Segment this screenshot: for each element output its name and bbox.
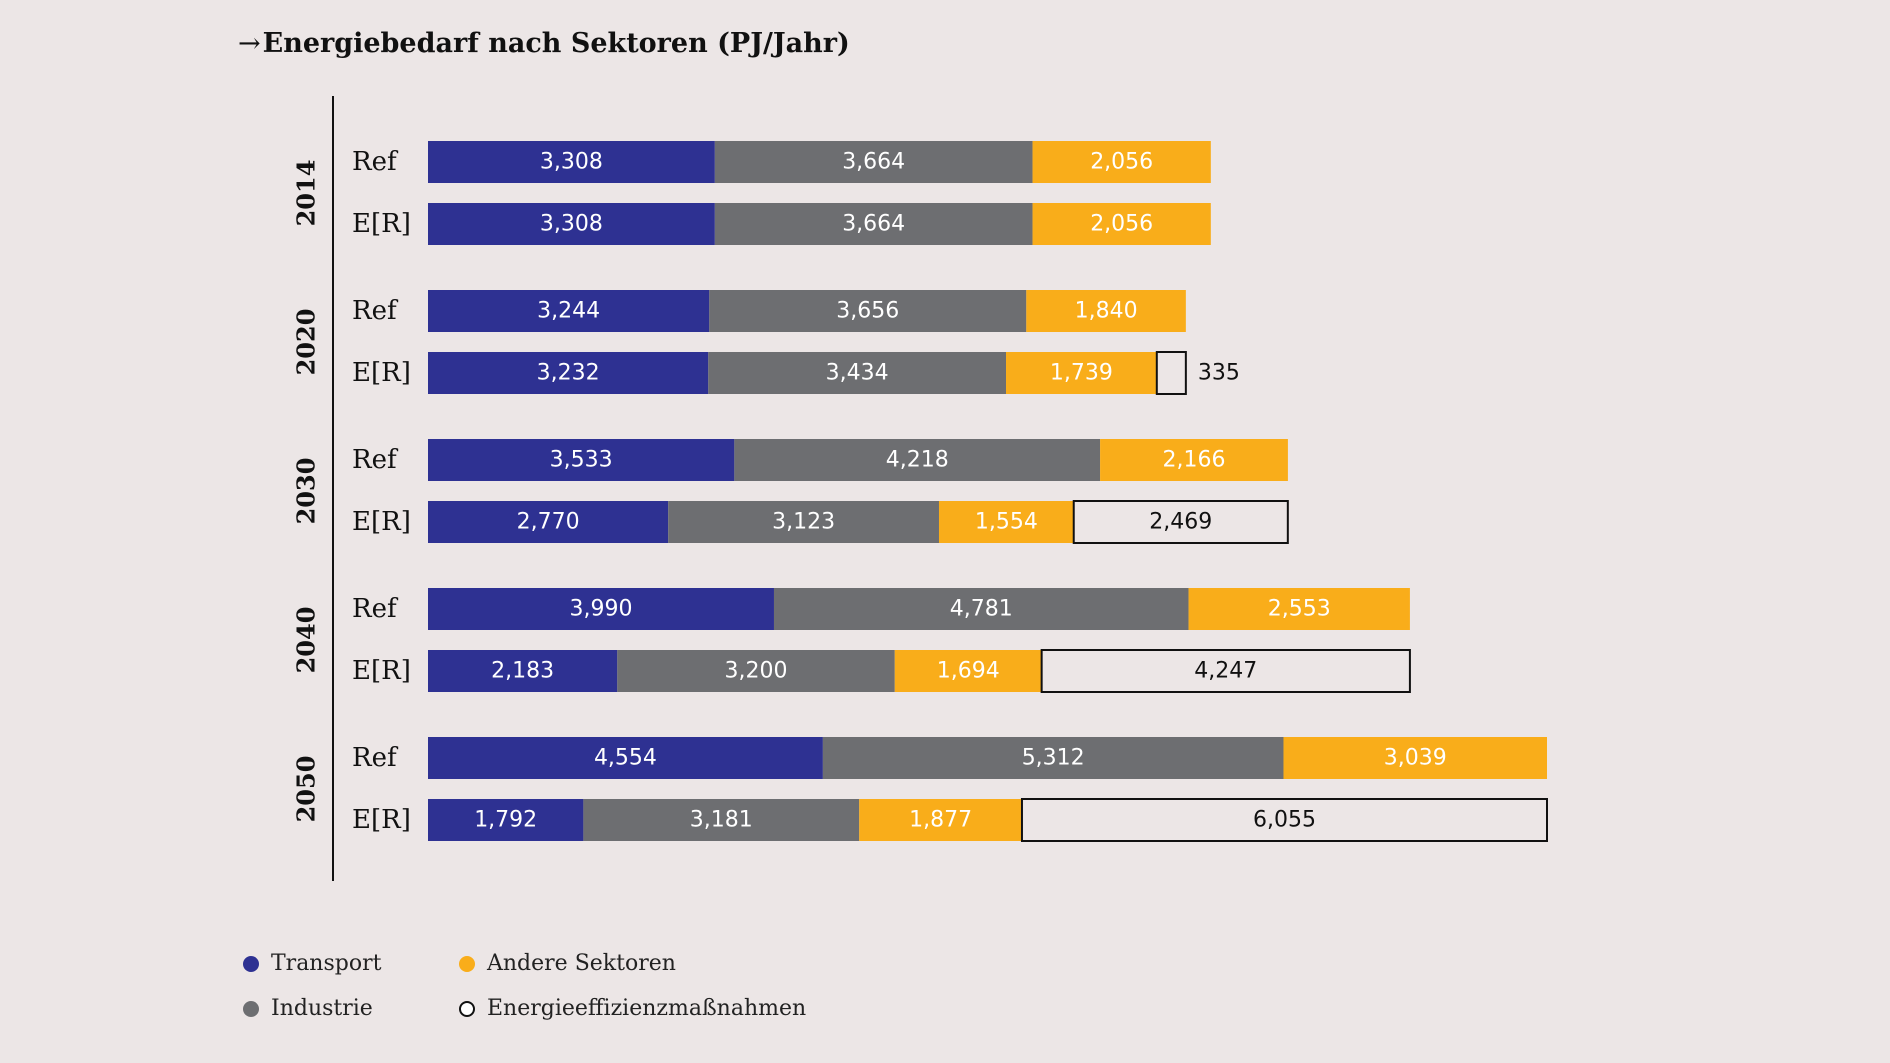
- data-label-andere-sektoren-2040-ref: 2,553: [1268, 597, 1331, 622]
- bar-industrie-2014-er: [714, 203, 1033, 245]
- bar-transport-2040-er: [428, 650, 618, 692]
- data-label-industrie-2030-ref: 4,218: [886, 448, 949, 473]
- legend-swatch-transport: [243, 955, 259, 972]
- bar-energieeffizienz-2050-er: [1020, 798, 1548, 842]
- row-label-2030-ref: Ref: [352, 445, 399, 475]
- data-label-transport-2050-er: 1,792: [474, 808, 537, 833]
- legend-item-energieeffizienz: Energieeffizienzmaßnahmen: [459, 996, 806, 1021]
- legend-swatch-energieeffizienz: [459, 1000, 475, 1017]
- bar-transport-2030-er: [428, 501, 669, 543]
- bar-energieeffizienz-2030-er: [1072, 500, 1289, 544]
- legend-item-andere-sektoren: Andere Sektoren: [459, 951, 676, 976]
- data-label-energieeffizienz-2020-er: 335: [1198, 361, 1240, 386]
- bar-energieeffizienz-2040-er: [1040, 649, 1411, 693]
- row-label-2014-er: E[R]: [352, 209, 411, 239]
- chart-title-text: Energiebedarf nach Sektoren (PJ/Jahr): [262, 28, 850, 59]
- data-label-industrie-2014-er: 3,664: [842, 212, 905, 237]
- data-label-andere-sektoren-2050-ref: 3,039: [1384, 746, 1447, 771]
- bar-transport-2030-ref: [428, 439, 735, 481]
- bar-andere-sektoren-2040-er: [894, 650, 1042, 692]
- data-label-industrie-2040-ref: 4,781: [950, 597, 1013, 622]
- data-label-transport-2050-ref: 4,554: [594, 746, 657, 771]
- data-label-transport-2020-ref: 3,244: [537, 299, 600, 324]
- row-label-2040-er: E[R]: [352, 656, 411, 686]
- data-label-industrie-2040-er: 3,200: [725, 659, 788, 684]
- data-label-andere-sektoren-2030-ref: 2,166: [1163, 448, 1226, 473]
- bar-transport-2014-er: [428, 203, 715, 245]
- row-label-2050-ref: Ref: [352, 743, 399, 773]
- data-label-industrie-2050-er: 3,181: [690, 808, 753, 833]
- data-label-energieeffizienz-2040-er: 4,247: [1194, 659, 1257, 684]
- legend-label-transport: Transport: [271, 951, 382, 976]
- data-label-andere-sektoren-2030-er: 1,554: [975, 510, 1038, 535]
- bar-industrie-2014-ref: [714, 141, 1033, 183]
- bar-andere-sektoren-2040-ref: [1188, 588, 1410, 630]
- data-label-transport-2014-ref: 3,308: [540, 150, 603, 175]
- year-label-2050: 2050: [292, 756, 321, 823]
- year-label-2040: 2040: [292, 607, 321, 674]
- bar-industrie-2030-er: [668, 501, 939, 543]
- data-label-industrie-2050-ref: 5,312: [1022, 746, 1085, 771]
- data-label-andere-sektoren-2040-er: 1,694: [937, 659, 1000, 684]
- legend-item-industrie: Industrie: [243, 996, 373, 1021]
- data-label-transport-2040-er: 2,183: [491, 659, 554, 684]
- legend-swatch-industrie: [243, 1000, 259, 1017]
- legend-label-industrie: Industrie: [271, 996, 373, 1021]
- data-label-industrie-2014-ref: 3,664: [842, 150, 905, 175]
- legend-label-energieeffizienz: Energieeffizienzmaßnahmen: [487, 996, 807, 1021]
- data-label-industrie-2030-er: 3,123: [772, 510, 835, 535]
- arrow-right-icon: →: [238, 28, 261, 59]
- bar-andere-sektoren-2050-ref: [1283, 737, 1547, 779]
- bar-transport-2020-er: [428, 352, 709, 394]
- bar-andere-sektoren-2030-ref: [1100, 439, 1288, 481]
- bar-andere-sektoren-2030-er: [938, 501, 1074, 543]
- row-label-2014-ref: Ref: [352, 147, 399, 177]
- row-label-2050-er: E[R]: [352, 805, 411, 835]
- row-label-2020-ref: Ref: [352, 296, 399, 326]
- data-label-transport-2030-er: 2,770: [517, 510, 580, 535]
- bar-industrie-2020-er: [708, 352, 1007, 394]
- bar-energieeffizienz-2020-er: [1155, 351, 1187, 395]
- data-label-andere-sektoren-2020-ref: 1,840: [1075, 299, 1138, 324]
- data-label-andere-sektoren-2014-ref: 2,056: [1090, 150, 1153, 175]
- data-label-industrie-2020-er: 3,434: [826, 361, 889, 386]
- bar-industrie-2030-ref: [734, 439, 1101, 481]
- data-label-energieeffizienz-2050-er: 6,055: [1253, 808, 1316, 833]
- bar-industrie-2040-ref: [773, 588, 1189, 630]
- year-label-2020: 2020: [292, 309, 321, 376]
- bar-industrie-2020-ref: [709, 290, 1027, 332]
- chart-title: →Energiebedarf nach Sektoren (PJ/Jahr): [238, 28, 850, 59]
- bar-industrie-2050-er: [583, 799, 860, 841]
- legend-swatch-andere-sektoren: [459, 955, 475, 972]
- data-label-industrie-2020-ref: 3,656: [836, 299, 899, 324]
- bar-andere-sektoren-2020-er: [1006, 352, 1157, 394]
- bar-industrie-2050-ref: [822, 737, 1284, 779]
- bar-transport-2050-ref: [428, 737, 823, 779]
- data-label-transport-2020-er: 3,232: [537, 361, 600, 386]
- bar-transport-2014-ref: [428, 141, 715, 183]
- data-label-andere-sektoren-2050-er: 1,877: [909, 808, 972, 833]
- data-label-transport-2014-er: 3,308: [540, 212, 603, 237]
- bar-transport-2020-ref: [428, 290, 710, 332]
- row-label-2040-ref: Ref: [352, 594, 399, 624]
- bar-andere-sektoren-2050-er: [859, 799, 1022, 841]
- bar-andere-sektoren-2014-ref: [1032, 141, 1211, 183]
- data-label-energieeffizienz-2030-er: 2,469: [1149, 510, 1212, 535]
- data-label-andere-sektoren-2014-er: 2,056: [1090, 212, 1153, 237]
- data-label-andere-sektoren-2020-er: 1,739: [1050, 361, 1113, 386]
- year-label-2014: 2014: [292, 160, 321, 227]
- bar-industrie-2040-er: [617, 650, 895, 692]
- legend-label-andere-sektoren: Andere Sektoren: [487, 951, 676, 976]
- year-label-2030: 2030: [292, 458, 321, 525]
- data-label-transport-2040-ref: 3,990: [569, 597, 632, 622]
- legend-item-transport: Transport: [243, 951, 381, 976]
- row-label-2020-er: E[R]: [352, 358, 411, 388]
- bar-andere-sektoren-2014-er: [1032, 203, 1211, 245]
- row-label-2030-er: E[R]: [352, 507, 411, 537]
- data-label-transport-2030-ref: 3,533: [550, 448, 613, 473]
- bar-transport-2040-ref: [428, 588, 774, 630]
- bar-transport-2050-er: [428, 799, 584, 841]
- bar-andere-sektoren-2020-ref: [1026, 290, 1186, 332]
